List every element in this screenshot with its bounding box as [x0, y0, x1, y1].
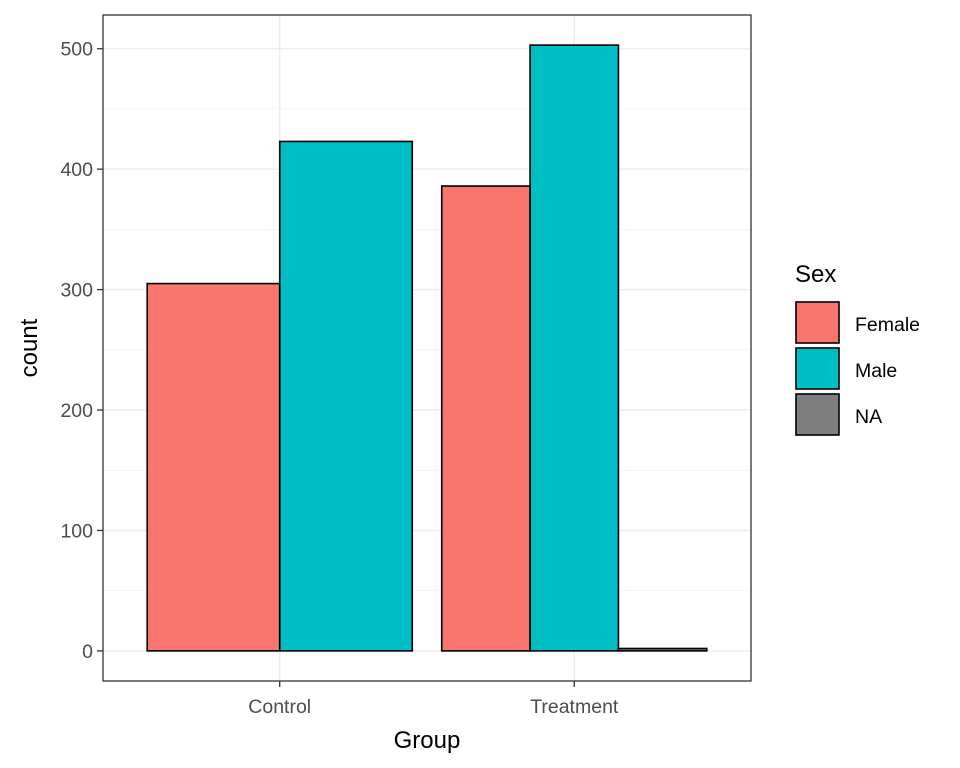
x-tick-label: Control — [248, 696, 311, 718]
legend-key-na — [795, 393, 840, 436]
y-tick-label: 100 — [60, 520, 93, 542]
y-tick-label: 200 — [60, 400, 93, 422]
legend-label-female: Female — [855, 314, 920, 336]
y-axis-title: count — [16, 318, 43, 377]
bar-treatment-na — [617, 647, 708, 652]
legend-label-male: Male — [855, 360, 897, 382]
legend-label-na: NA — [855, 406, 882, 428]
bar-treatment-female — [440, 185, 531, 652]
bar-treatment-male — [529, 44, 620, 652]
y-tick-label: 400 — [60, 159, 93, 181]
legend-title: Sex — [795, 261, 836, 288]
bar-control-male — [278, 140, 414, 652]
plot-panel-border — [102, 14, 752, 682]
x-axis: Control Treatment — [248, 681, 619, 718]
bar-control-female — [146, 282, 281, 652]
y-tick-label: 300 — [60, 280, 93, 302]
y-axis: 0 100 200 300 400 500 — [60, 39, 103, 663]
legend-key-male — [795, 347, 840, 390]
legend-key-female — [795, 301, 840, 344]
x-axis-title: Group — [394, 727, 461, 754]
y-tick-label: 500 — [60, 39, 93, 61]
bars — [146, 44, 708, 652]
x-tick-label: Treatment — [530, 696, 619, 718]
legend: Sex Female Male NA — [795, 261, 920, 436]
y-tick-label: 0 — [82, 641, 93, 663]
